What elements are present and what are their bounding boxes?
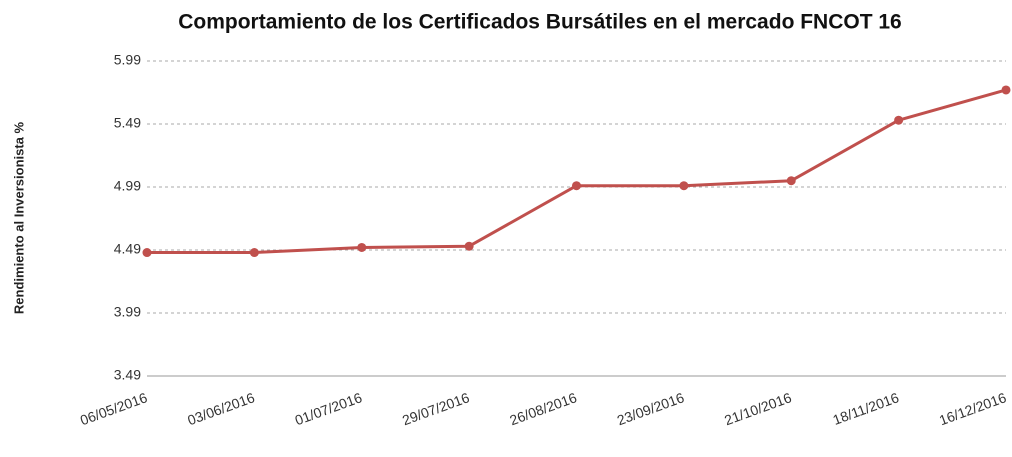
x-tick-label: 01/07/2016	[293, 389, 365, 428]
data-point	[679, 181, 689, 191]
data-point	[357, 242, 367, 252]
data-point	[1001, 85, 1011, 95]
x-tick-label: 26/08/2016	[507, 389, 579, 428]
data-point	[249, 248, 259, 258]
y-tick-label: 5.49	[114, 115, 141, 131]
y-tick-label: 3.99	[114, 304, 141, 320]
x-tick-label: 23/09/2016	[615, 389, 687, 428]
data-point	[572, 181, 581, 191]
y-tick-label: 3.49	[114, 367, 141, 383]
y-tick-label: 4.99	[114, 178, 141, 194]
data-point	[894, 115, 904, 125]
x-tick-label: 06/05/2016	[78, 389, 150, 428]
data-point	[786, 176, 796, 186]
y-axis-label: Rendimiento al Inversionista %	[11, 121, 26, 314]
y-tick-label: 5.99	[114, 52, 141, 68]
x-tick-label: 21/10/2016	[722, 389, 794, 428]
data-point	[464, 241, 474, 251]
x-tick-label: 03/06/2016	[185, 389, 257, 428]
x-tick-label: 18/11/2016	[831, 389, 902, 428]
y-tick-label: 4.49	[114, 241, 141, 257]
chart-title: Comportamiento de los Certificados Bursá…	[178, 11, 902, 34]
series-line	[147, 88, 1007, 255]
x-tick-label: 16/12/2016	[937, 389, 1009, 428]
data-point	[142, 248, 152, 258]
x-tick-label: 29/07/2016	[400, 389, 472, 428]
